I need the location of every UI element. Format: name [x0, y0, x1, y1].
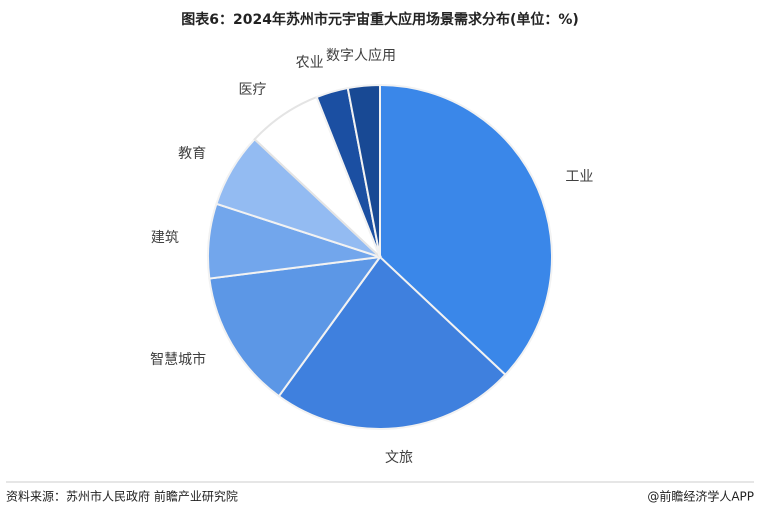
pie-slice — [346, 83, 381, 258]
slice-label: 智慧城市 — [150, 351, 206, 368]
credit: @前瞻经济学人APP — [647, 489, 754, 504]
slice-label: 农业 — [296, 55, 324, 71]
chart-title: 图表6：2024年苏州市元宇宙重大应用场景需求分布(单位：%) — [181, 11, 579, 28]
slice-label: 医疗 — [238, 82, 266, 98]
slice-label: 文旅 — [385, 450, 413, 466]
slice-label: 工业 — [565, 169, 593, 185]
slice-label: 数字人应用 — [326, 47, 396, 64]
source: 资料来源：苏州市人民政府 前瞻产业研究院 — [6, 489, 238, 504]
slice-label: 教育 — [178, 146, 206, 162]
slice-label: 建筑 — [151, 230, 179, 246]
pie-slice — [208, 255, 383, 398]
pie-slice — [379, 83, 553, 377]
pie-slice — [277, 255, 507, 430]
